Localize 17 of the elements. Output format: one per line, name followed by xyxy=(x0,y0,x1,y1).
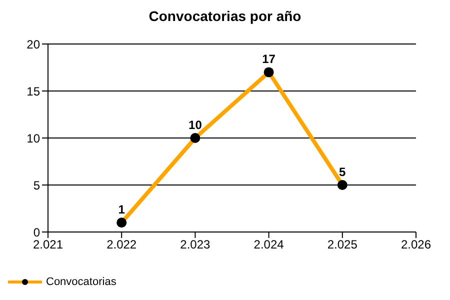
y-tick-label: 5 xyxy=(33,178,40,192)
y-tick-label: 0 xyxy=(33,225,40,240)
x-tick-label: 2.024 xyxy=(254,238,284,252)
data-label: 17 xyxy=(262,52,276,66)
data-label: 1 xyxy=(118,202,126,217)
data-label: 10 xyxy=(188,118,202,132)
x-tick-label: 2.025 xyxy=(327,238,358,252)
legend-label: Convocatorias xyxy=(46,276,116,288)
chart-title: Convocatorias por año xyxy=(148,8,302,26)
y-tick-label: 15 xyxy=(26,84,40,98)
data-label: 5 xyxy=(339,165,346,179)
x-tick-label: 2.022 xyxy=(106,238,137,252)
x-tick-label: 2.026 xyxy=(400,238,432,252)
y-tick-label: 10 xyxy=(26,131,40,146)
x-tick-label: 2.023 xyxy=(180,238,211,252)
y-tick-label: 20 xyxy=(26,37,40,52)
x-tick-label: 2.021 xyxy=(32,238,64,252)
